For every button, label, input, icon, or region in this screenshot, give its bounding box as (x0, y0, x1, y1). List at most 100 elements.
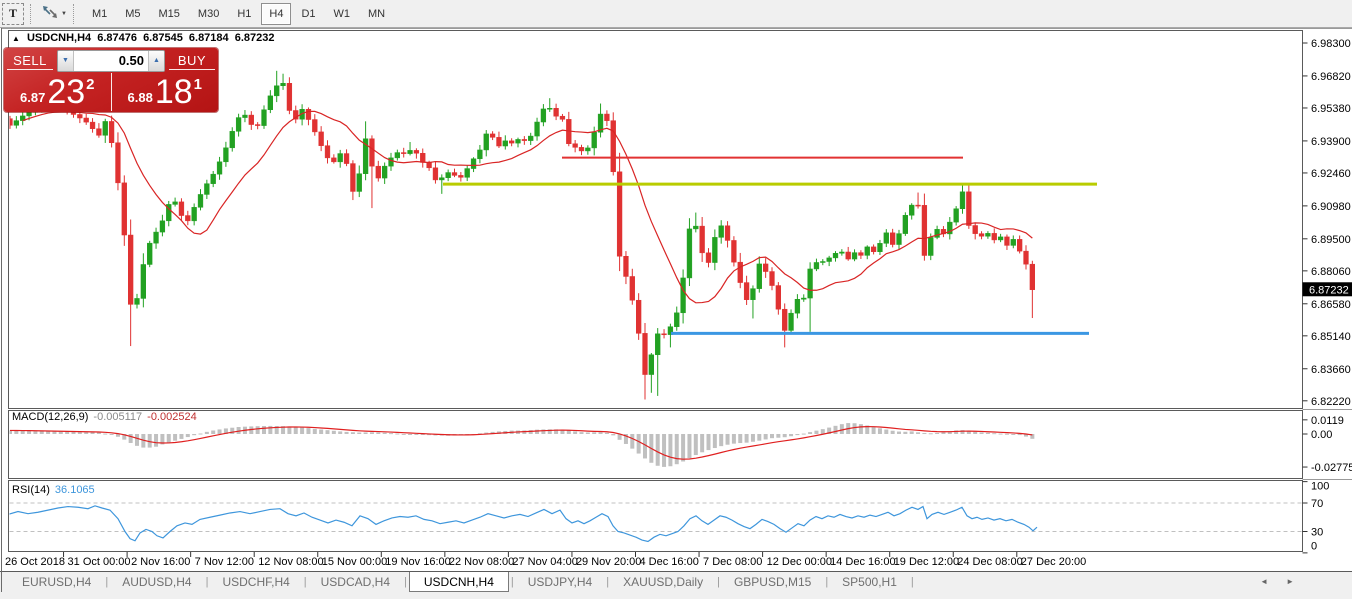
macd-layer (9, 423, 1035, 467)
rsi-axis-label: 0 (1311, 541, 1317, 553)
macd-value: -0.005117 (93, 411, 143, 423)
buy-price-fraction: 1 (193, 76, 202, 93)
price-axis-label: 6.88060 (1311, 266, 1351, 278)
toolbar-separator (72, 3, 79, 24)
time-axis-label: 14 Dec 16:00 (830, 556, 895, 568)
one-click-trade-panel: SELL ▼ ▲ BUY 6.87 23 2 6.88 18 1 (4, 48, 218, 112)
macd-axis-label: 0.00 (1311, 429, 1332, 441)
price-axis-label: 6.92460 (1311, 168, 1351, 180)
volume-stepper: ▼ ▲ (57, 49, 165, 72)
tab-separator: | (105, 576, 109, 588)
price-axis-label: 6.86580 (1311, 299, 1351, 311)
candles-layer (9, 70, 1035, 400)
toolbar: T ▼ M1 M5 M15 M30 H1 H4 D1 W1 MN (0, 0, 1352, 28)
tab-separator: | (825, 576, 829, 588)
status-strip (0, 592, 1352, 599)
time-axis-label: 7 Nov 12:00 (195, 556, 254, 568)
rsi-axis-label: 30 (1311, 527, 1323, 539)
timeframe-m5[interactable]: M5 (125, 7, 141, 20)
rsi-axis-label: 70 (1311, 498, 1323, 510)
current-price-tag (1302, 282, 1352, 297)
arrows-tool-icon (42, 5, 58, 22)
sell-price-base: 6.87 (20, 90, 46, 105)
timeframe-d1[interactable]: D1 (301, 7, 316, 20)
tab-separator: | (717, 576, 720, 588)
macd-signal-line (9, 425, 1033, 460)
tab-separator: | (404, 576, 407, 588)
time-axis-label: 29 Nov 20:00 (576, 556, 641, 568)
volume-decrease-button[interactable]: ▼ (58, 50, 74, 71)
tab-audusd-h4[interactable]: AUDUSD,H4 (122, 575, 192, 589)
sell-price-pips: 23 (47, 73, 86, 111)
timeframe-w1[interactable]: W1 (333, 7, 351, 20)
tab-separator: | (910, 576, 914, 588)
time-axis-label: 7 Dec 08:00 (703, 556, 762, 568)
collapse-triangle-icon[interactable]: ▲ (12, 34, 20, 43)
price-axis-label: 6.98300 (1311, 38, 1351, 50)
tab-xauusd-daily[interactable]: XAUUSD,Daily (623, 575, 704, 589)
price-axis-label: 6.96820 (1311, 71, 1351, 83)
rsi-value: 36.1065 (54, 484, 95, 496)
chevron-down-icon: ▼ (61, 10, 67, 17)
tab-separator: | (510, 576, 514, 588)
time-axis-label: 12 Nov 08:00 (258, 556, 323, 568)
rsi-line (9, 505, 1038, 543)
tab-separator: | (205, 576, 209, 588)
time-axis-label: 22 Nov 08:00 (449, 556, 514, 568)
timeframe-m30[interactable]: M30 (197, 7, 220, 20)
macd-signal-value: -0.002524 (147, 411, 197, 423)
sell-price-button[interactable]: 6.87 23 2 (4, 73, 112, 111)
time-axis-label: 19 Dec 12:00 (894, 556, 959, 568)
rsi-label: RSI(14) 36.1065 (12, 484, 95, 496)
timeframe-m1[interactable]: M1 (91, 7, 108, 20)
price-axis-label: 6.85140 (1311, 331, 1351, 343)
tab-gbpusd-m15[interactable]: GBPUSD,M15 (733, 575, 812, 589)
tab-sp500-h1[interactable]: SP500,H1 (842, 575, 897, 589)
time-axis-label: 24 Dec 08:00 (957, 556, 1022, 568)
ohlc-high: 6.87545 (143, 32, 183, 44)
rsi-axis-label: 100 (1311, 481, 1329, 493)
tab-separator: | (303, 576, 307, 588)
tab-usdjpy-h4[interactable]: USDJPY,H4 (527, 575, 593, 589)
price-axis-label: 6.90980 (1311, 201, 1351, 213)
timeframe-h4[interactable]: H4 (261, 2, 292, 25)
price-axis-label: 6.89500 (1311, 234, 1351, 246)
macd-name: MACD(12,26,9) (12, 411, 89, 423)
time-axis-label: 2 Nov 16:00 (131, 556, 190, 568)
tab-usdcad-h4[interactable]: USDCAD,H4 (320, 575, 390, 589)
buy-price-base: 6.88 (127, 90, 153, 105)
price-axis-label: 6.95380 (1311, 103, 1351, 115)
price-axis-label: 6.93900 (1311, 136, 1351, 148)
tab-eurusd-h4[interactable]: EURUSD,H4 (22, 575, 92, 589)
timeframe-m15[interactable]: M15 (158, 7, 180, 20)
macd-axis-label: -0.027754 (1311, 462, 1352, 474)
symbol-tab-bar: EURUSD,H4 | AUDUSD,H4 | USDCHF,H4 | USDCAD,H4 |… (0, 571, 1352, 592)
volume-input[interactable] (74, 50, 148, 71)
sell-button[interactable]: SELL (7, 51, 53, 70)
time-axis-label: 15 Nov 00:00 (322, 556, 387, 568)
macd-axis-label: 0.0119 (1311, 415, 1344, 427)
timeframe-mn[interactable]: MN (368, 7, 386, 20)
chart-title: ▲ USDCNH,H4 6.87476 6.87545 6.87184 6.87… (12, 32, 277, 44)
macd-label: MACD(12,26,9) -0.005117 -0.002524 (12, 411, 197, 423)
arrows-tool-button[interactable]: ▼ (42, 4, 67, 24)
tab-usdcnh-h4[interactable]: USDCNH,H4 (408, 572, 509, 592)
price-axis-label: 6.83660 (1311, 364, 1351, 376)
tab-scroll-right-icon[interactable]: ► (1286, 577, 1294, 586)
volume-increase-button[interactable]: ▲ (148, 50, 164, 71)
ohlc-open: 6.87476 (97, 32, 137, 44)
tab-scroll-left-icon[interactable]: ◄ (1260, 577, 1268, 586)
buy-price-button[interactable]: 6.88 18 1 (112, 73, 219, 111)
time-axis-label: 12 Dec 00:00 (767, 556, 832, 568)
buy-price-pips: 18 (154, 73, 193, 111)
timeframe-h1[interactable]: H1 (237, 7, 252, 20)
time-axis-label: 4 Dec 16:00 (640, 556, 699, 568)
time-axis-label: 31 Oct 00:00 (68, 556, 131, 568)
tab-separator: | (606, 576, 610, 588)
tab-usdchf-h4[interactable]: USDCHF,H4 (222, 575, 290, 589)
ohlc-low: 6.87184 (188, 32, 229, 44)
text-tool-icon[interactable]: T (2, 2, 24, 25)
buy-button[interactable]: BUY (169, 51, 215, 70)
